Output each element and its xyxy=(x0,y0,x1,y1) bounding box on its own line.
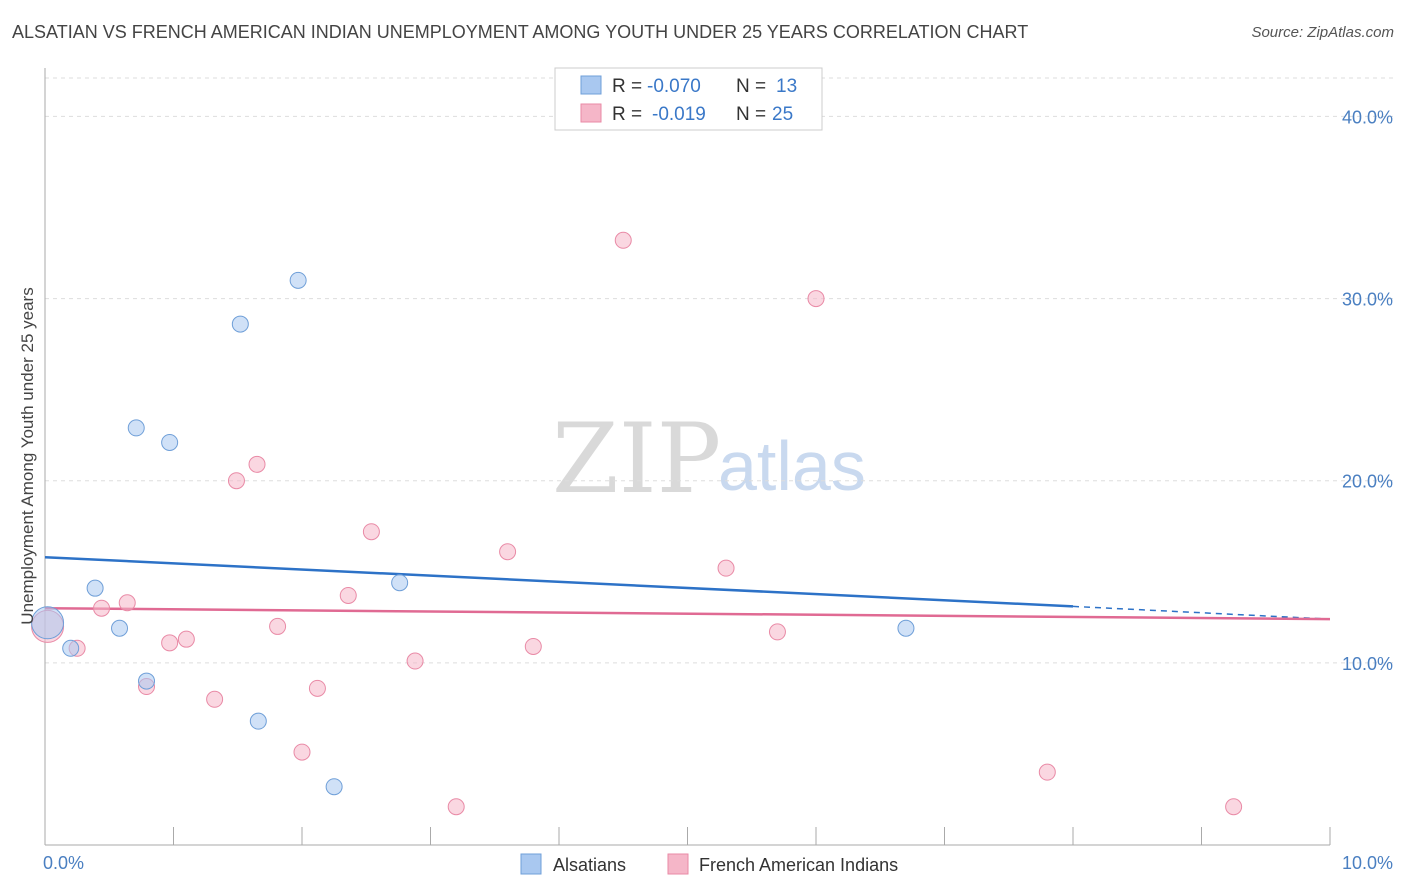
y-tick-label: 10.0% xyxy=(1342,654,1393,674)
point-french-american-indians xyxy=(248,455,266,473)
point-alsatians xyxy=(127,419,145,437)
watermark-atlas: atlas xyxy=(718,427,866,505)
trend-line-alsatians xyxy=(44,555,1074,608)
legend-r-label-2: R = xyxy=(612,104,642,125)
series-legend-label-alsatians: Alsatians xyxy=(553,855,626,875)
x-tick-label: 10.0% xyxy=(1342,853,1393,873)
point-french-american-indians xyxy=(227,472,245,490)
series-legend-swatch-alsatians xyxy=(520,853,542,875)
point-french-american-indians xyxy=(339,586,357,604)
point-french-american-indians xyxy=(499,543,517,561)
point-french-american-indians xyxy=(768,623,786,641)
point-alsatians xyxy=(391,574,409,592)
legend-n-value-2: 25 xyxy=(772,104,793,125)
axes xyxy=(44,68,1331,846)
trend-line-alsatians-extension xyxy=(1072,605,1331,620)
point-french-american-indians xyxy=(177,630,195,648)
point-alsatians xyxy=(111,619,129,637)
point-french-american-indians xyxy=(269,617,287,635)
series-legend: Alsatians French American Indians xyxy=(520,853,898,875)
point-french-american-indians xyxy=(1225,798,1243,816)
point-alsatians xyxy=(161,433,179,451)
y-tick-label: 40.0% xyxy=(1342,107,1393,127)
legend-r-value-1: -0.070 xyxy=(647,76,701,97)
point-french-american-indians xyxy=(118,594,136,612)
point-french-american-indians xyxy=(717,559,735,577)
legend-n-value-1: 13 xyxy=(776,76,797,97)
watermark-zip: ZIP xyxy=(552,403,721,515)
legend-n-label-2: N = xyxy=(736,104,766,125)
point-french-american-indians xyxy=(1038,763,1056,781)
series-legend-label-french-american-indians: French American Indians xyxy=(699,855,898,875)
x-tick-label: 0.0% xyxy=(43,853,84,873)
point-french-american-indians xyxy=(362,523,380,541)
tick-labels: 10.0% 20.0% 30.0% 40.0% 0.0% 10.0% xyxy=(43,107,1393,873)
point-french-american-indians xyxy=(93,599,111,617)
point-french-american-indians xyxy=(161,634,179,652)
point-alsatians xyxy=(86,579,104,597)
gridlines xyxy=(45,77,1395,664)
point-french-american-indians xyxy=(447,798,465,816)
source-label: Source: ZipAtlas.com xyxy=(1251,24,1394,41)
point-french-american-indians xyxy=(206,690,224,708)
chart-title: ALSATIAN VS FRENCH AMERICAN INDIAN UNEMP… xyxy=(12,22,1029,42)
trend-line-french-american-indians xyxy=(44,606,1331,621)
point-alsatians xyxy=(138,672,156,690)
point-french-american-indians xyxy=(524,637,542,655)
data-points xyxy=(31,231,1243,816)
legend-swatch-alsatians xyxy=(580,75,602,95)
legend-r-label-1: R = xyxy=(612,76,642,97)
point-alsatians xyxy=(289,271,307,289)
y-axis-title: Unemployment Among Youth under 25 years xyxy=(18,287,37,624)
trend-lines xyxy=(44,555,1331,621)
point-alsatians xyxy=(249,712,267,730)
correlation-legend: R = -0.070 N = 13 R = -0.019 N = 25 xyxy=(554,67,823,131)
y-tick-label: 30.0% xyxy=(1342,290,1393,310)
y-tick-label: 20.0% xyxy=(1342,472,1393,492)
point-french-american-indians xyxy=(614,231,632,249)
point-alsatians xyxy=(62,639,80,657)
point-french-american-indians xyxy=(308,679,326,697)
point-alsatians xyxy=(325,778,343,796)
point-french-american-indians xyxy=(807,290,825,308)
point-french-american-indians xyxy=(406,652,424,670)
point-alsatians xyxy=(897,619,915,637)
point-alsatians xyxy=(31,606,65,640)
legend-swatch-french-american-indians xyxy=(580,103,602,123)
series-legend-swatch-french-american-indians xyxy=(667,853,689,875)
legend-n-label-1: N = xyxy=(736,76,766,97)
legend-r-value-2: -0.019 xyxy=(652,104,706,125)
point-alsatians xyxy=(231,315,249,333)
point-french-american-indians xyxy=(293,743,311,761)
